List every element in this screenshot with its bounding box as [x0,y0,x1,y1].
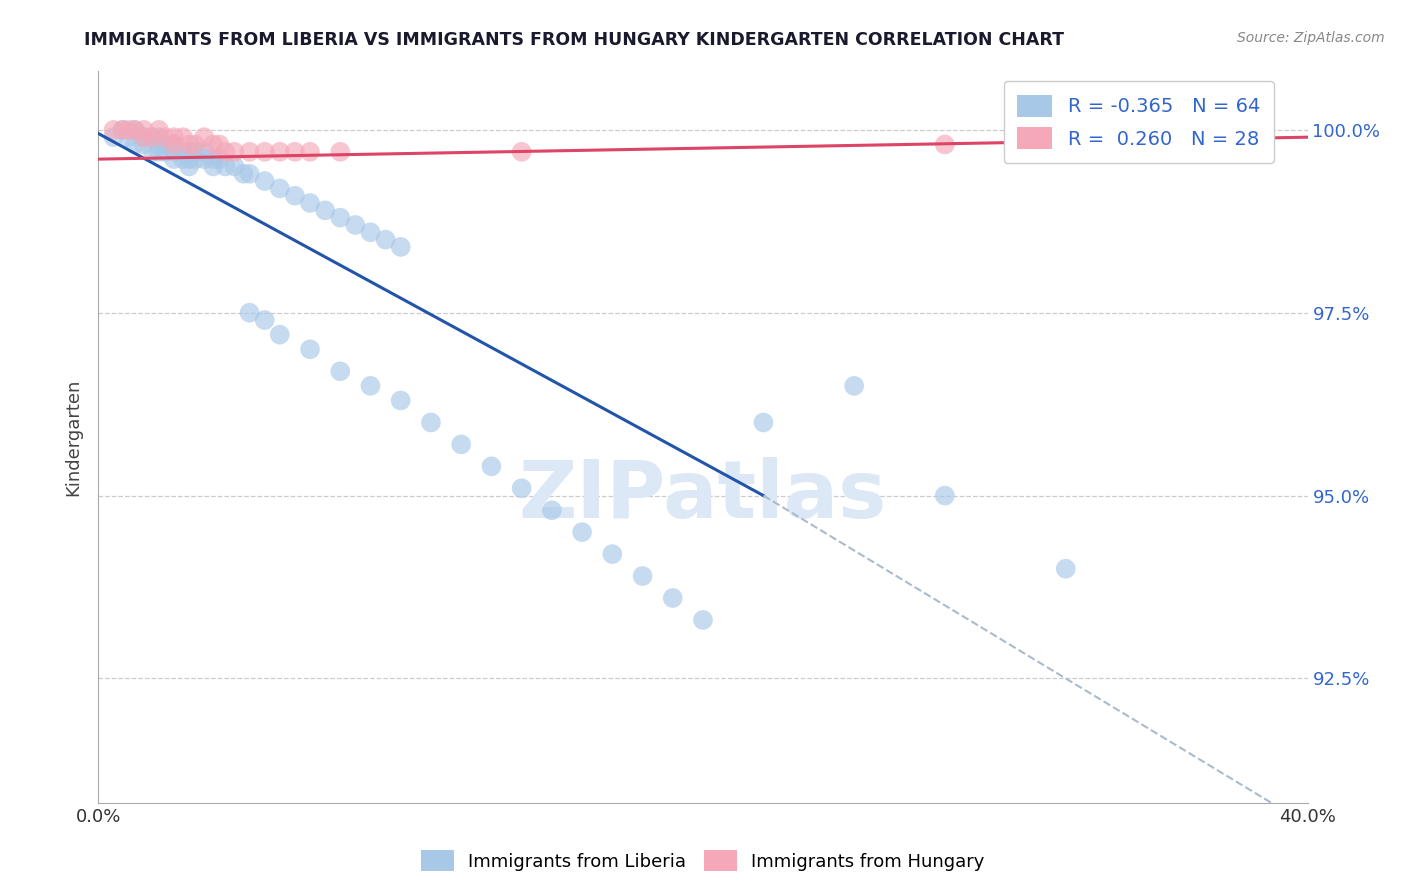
Point [132,123,155,137]
Point [172,130,194,145]
Point [844,379,866,393]
Point [360,379,382,393]
Point [540,503,562,517]
Point [103,130,125,145]
Text: Source: ZipAtlas.com: Source: ZipAtlas.com [1237,31,1385,45]
Point [389,240,412,254]
Point [374,233,396,247]
Point [1054,123,1077,137]
Point [299,145,322,159]
Point [163,145,186,159]
Point [420,416,443,430]
Point [329,364,352,378]
Point [269,327,291,342]
Point [142,145,165,159]
Point [481,459,503,474]
Point [153,145,176,159]
Point [124,137,146,152]
Point [148,145,170,159]
Point [253,313,276,327]
Point [389,393,412,408]
Legend: Immigrants from Liberia, Immigrants from Hungary: Immigrants from Liberia, Immigrants from… [415,843,991,879]
Point [142,130,165,145]
Point [208,137,231,152]
Point [284,145,307,159]
Text: ZIPatlas: ZIPatlas [519,457,887,534]
Point [172,145,194,159]
Point [184,137,207,152]
Point [360,225,382,239]
Point [692,613,714,627]
Legend: R = -0.365   N = 64, R =  0.260   N = 28: R = -0.365 N = 64, R = 0.260 N = 28 [1004,81,1274,163]
Point [329,145,352,159]
Point [193,130,215,145]
Point [153,137,176,152]
Point [148,130,170,145]
Point [153,130,176,145]
Point [132,130,155,145]
Point [184,152,207,166]
Point [934,489,956,503]
Point [344,218,367,232]
Point [631,569,654,583]
Point [179,137,201,152]
Point [184,145,207,159]
Point [239,167,262,181]
Point [224,160,246,174]
Text: IMMIGRANTS FROM LIBERIA VS IMMIGRANTS FROM HUNGARY KINDERGARTEN CORRELATION CHAR: IMMIGRANTS FROM LIBERIA VS IMMIGRANTS FR… [84,31,1064,49]
Point [329,211,352,225]
Point [934,137,956,152]
Point [163,137,186,152]
Point [510,145,533,159]
Point [124,123,146,137]
Point [253,145,276,159]
Point [148,137,170,152]
Point [124,123,146,137]
Point [142,130,165,145]
Point [103,123,125,137]
Y-axis label: Kindergarten: Kindergarten [63,378,82,496]
Point [172,152,194,166]
Point [118,123,141,137]
Point [224,145,246,159]
Point [193,145,215,159]
Point [314,203,336,218]
Point [450,437,472,451]
Point [163,130,186,145]
Point [299,196,322,211]
Point [118,130,141,145]
Point [571,525,593,540]
Point [269,145,291,159]
Point [163,152,186,166]
Point [202,137,225,152]
Point [111,123,134,137]
Point [510,481,533,495]
Point [148,123,170,137]
Point [132,137,155,152]
Point [239,145,262,159]
Point [239,306,262,320]
Point [132,130,155,145]
Point [253,174,276,188]
Point [299,343,322,357]
Point [1054,562,1077,576]
Point [661,591,683,605]
Point [179,160,201,174]
Point [214,160,236,174]
Point [602,547,624,561]
Point [163,137,186,152]
Point [269,181,291,195]
Point [202,152,225,166]
Point [752,416,775,430]
Point [202,160,225,174]
Point [111,123,134,137]
Point [208,152,231,166]
Point [179,152,201,166]
Point [284,188,307,202]
Point [179,145,201,159]
Point [193,152,215,166]
Point [214,145,236,159]
Point [232,167,254,181]
